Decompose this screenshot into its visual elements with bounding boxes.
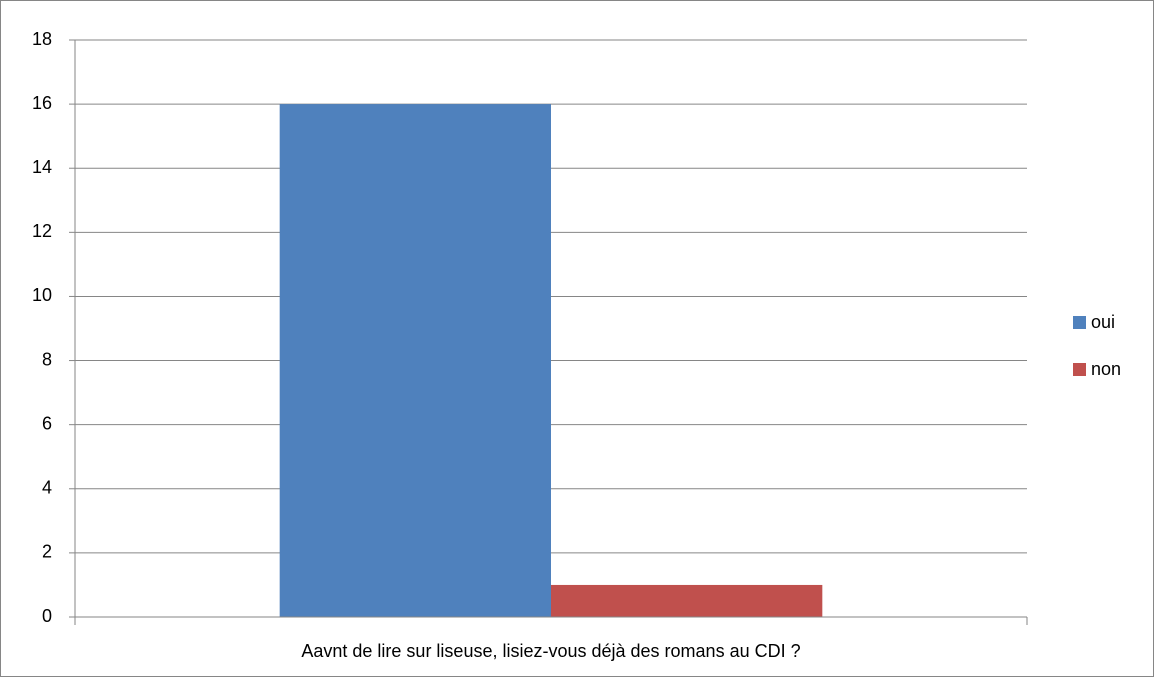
y-tick-label: 12 — [32, 221, 52, 241]
y-tick-label: 4 — [42, 478, 52, 498]
legend-label: non — [1091, 359, 1121, 379]
y-tick-label: 6 — [42, 413, 52, 433]
y-tick-label: 8 — [42, 349, 52, 369]
x-tick-label: Aavnt de lire sur liseuse, lisiez-vous d… — [301, 641, 800, 661]
y-tick-label: 18 — [32, 29, 52, 49]
legend-swatch — [1073, 363, 1086, 376]
y-tick-label: 10 — [32, 285, 52, 305]
legend-swatch — [1073, 316, 1086, 329]
bar — [551, 584, 823, 617]
y-tick-label: 0 — [42, 606, 52, 626]
legend-label: oui — [1091, 312, 1115, 332]
y-tick-label: 2 — [42, 542, 52, 562]
bar — [279, 104, 551, 618]
y-tick-label: 14 — [32, 157, 52, 177]
y-tick-label: 16 — [32, 93, 52, 113]
